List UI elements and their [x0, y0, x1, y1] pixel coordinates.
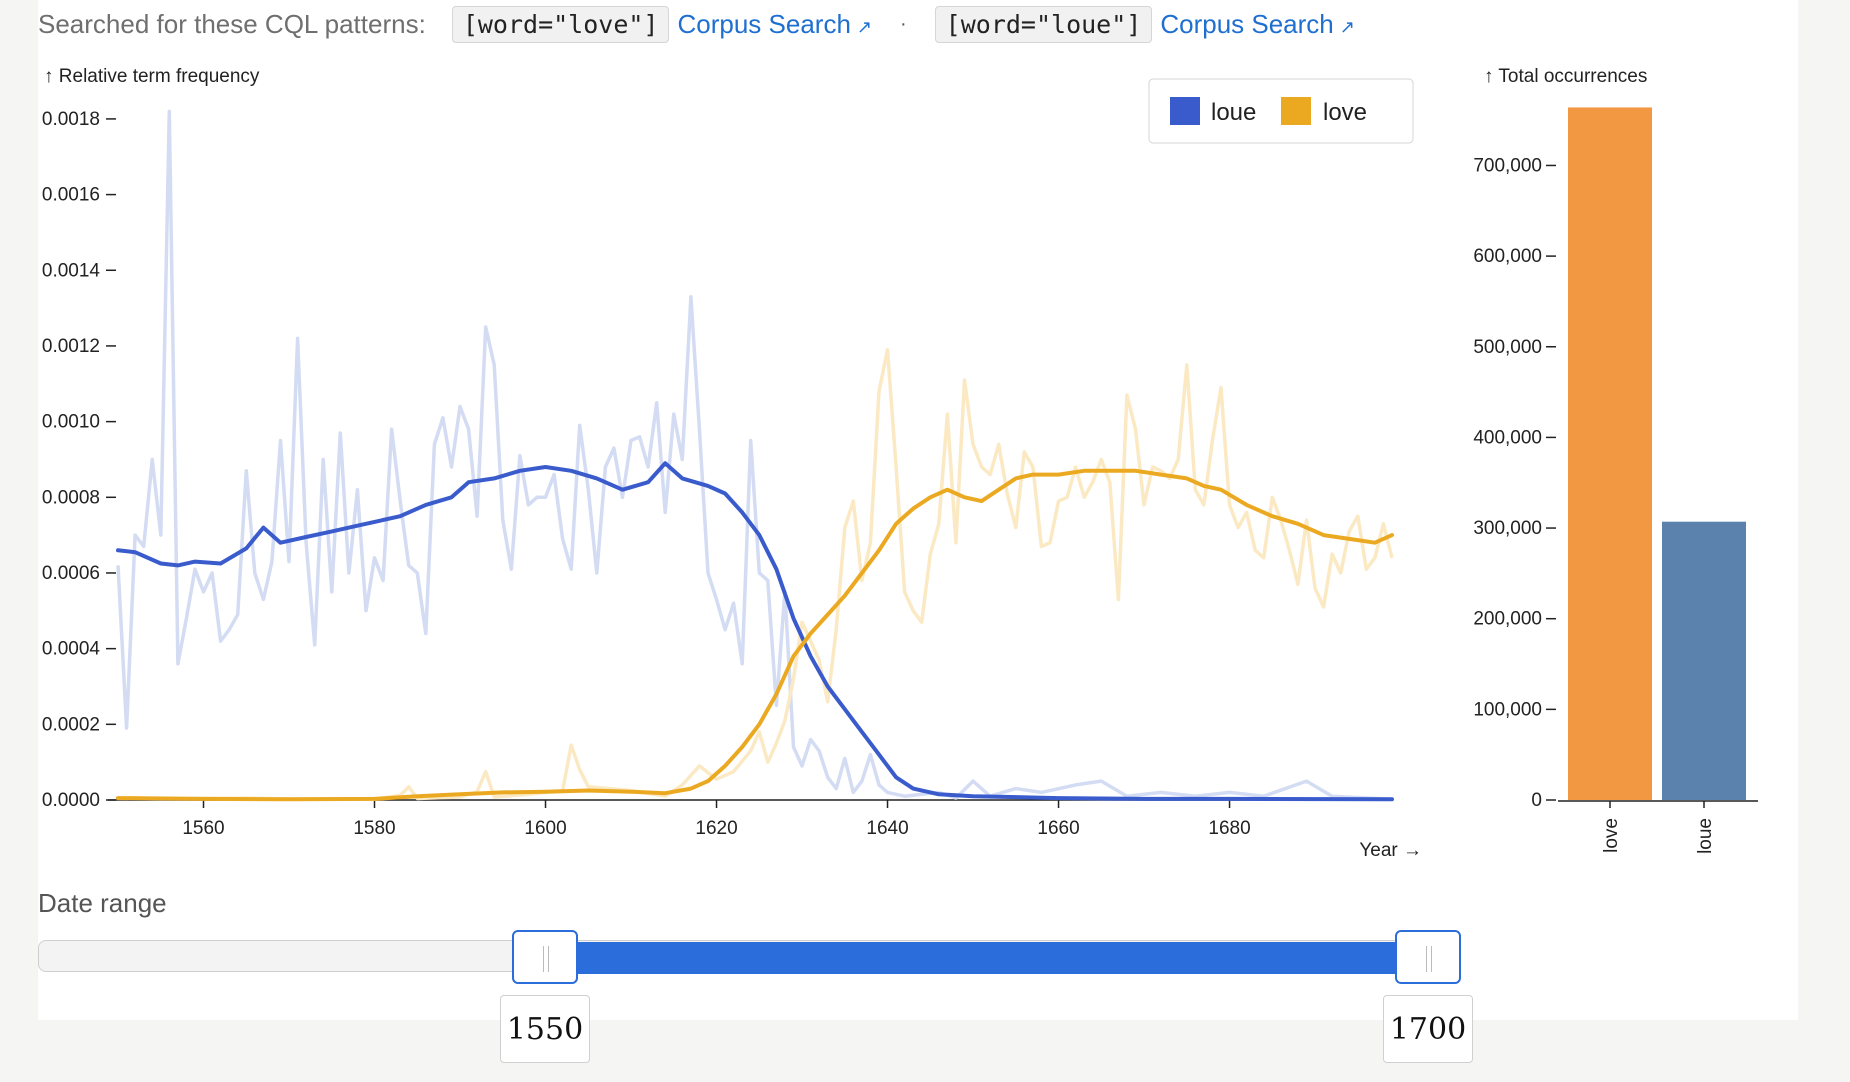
legend-swatch-love [1281, 97, 1311, 125]
frequency-line-chart: ↑ Relative term frequency Year → 0.00000… [42, 66, 1422, 861]
raw-line-love [117, 347, 1394, 801]
date-range-slider-selection [545, 942, 1428, 974]
y-tick-label: 0.0014 [42, 260, 101, 281]
date-range-end-handle[interactable] [1395, 930, 1461, 984]
corpus-search-link-love[interactable]: Corpus Search ↗ [677, 9, 872, 40]
bar-category-label: love [1601, 818, 1622, 853]
bar-category-label: loue [1695, 818, 1716, 854]
charts-svg: ↑ Relative term frequency Year → 0.00000… [42, 66, 1758, 861]
bar-love [1568, 107, 1652, 800]
y-tick-label: 0.0000 [42, 790, 100, 811]
bar-y-tick-label: 300,000 [1473, 518, 1542, 539]
x-tick-label: 1680 [1208, 818, 1250, 839]
cql-pattern-loue: [word="loue"] [934, 5, 1153, 43]
x-tick-label: 1660 [1037, 818, 1079, 839]
date-range-end-value[interactable]: 1700 [1383, 995, 1473, 1063]
y-tick-label: 0.0006 [42, 563, 100, 584]
total-occurrences-bar-chart: ↑ Total occurrences 0 100,000 200,000 300,0… [1473, 66, 1758, 854]
date-range-start-value[interactable]: 1550 [500, 995, 590, 1063]
external-link-icon: ↗ [1339, 16, 1355, 37]
legend-swatch-loue [1170, 97, 1200, 125]
bars [1568, 107, 1746, 800]
external-link-icon: ↗ [856, 16, 872, 37]
y-tick-label: 0.0008 [42, 487, 100, 508]
y-tick-label: 0.0018 [42, 109, 100, 130]
y-tick-label: 0.0010 [42, 412, 100, 433]
x-tick-label: 1560 [182, 818, 224, 839]
bar-loue [1662, 521, 1746, 800]
bar-y-axis-label: ↑ Total occurrences [1484, 66, 1647, 87]
corpus-search-link-loue-label: Corpus Search [1160, 8, 1334, 39]
corpus-search-link-loue[interactable]: Corpus Search ↗ [1160, 9, 1355, 40]
x-axis-ticks: 1560 1580 1600 1620 1640 1660 1680 [182, 800, 1251, 839]
y-axis-label: ↑ Relative term frequency [44, 66, 260, 87]
legend-label-loue: loue [1211, 99, 1256, 126]
date-range-start-handle[interactable] [512, 930, 578, 984]
x-tick-label: 1600 [524, 818, 566, 839]
x-tick-label: 1620 [695, 818, 737, 839]
bar-y-axis-ticks: 0 100,000 200,000 300,000 400,000 500,000 600,… [1473, 155, 1556, 811]
cql-pattern-love: [word="love"] [451, 5, 670, 43]
legend: loue love [1148, 78, 1414, 144]
query-summary: Searched for these CQL patterns: [word="… [38, 4, 1355, 44]
series-lines [116, 109, 1394, 802]
query-label: Searched for these CQL patterns: [38, 8, 426, 39]
results-panel [38, 0, 1798, 1020]
bar-y-tick-label: 500,000 [1473, 337, 1542, 358]
y-tick-label: 0.0004 [42, 639, 101, 660]
y-tick-label: 0.0016 [42, 185, 100, 206]
bar-y-tick-label: 200,000 [1473, 609, 1542, 630]
bar-y-tick-label: 700,000 [1473, 155, 1542, 176]
smoothed-line-love [116, 468, 1394, 802]
legend-label-love: love [1323, 99, 1367, 126]
corpus-search-link-love-label: Corpus Search [677, 8, 851, 39]
bar-category-labels: love loue [1601, 801, 1716, 854]
smoothed-line-loue [116, 461, 1394, 802]
y-axis-ticks: 0.0000 0.0002 0.0004 0.0006 0.0008 0.0010 0.00… [42, 109, 116, 811]
bar-y-tick-label: 100,000 [1473, 699, 1542, 720]
raw-line-loue [116, 109, 1393, 801]
bar-y-tick-label: 600,000 [1473, 246, 1542, 267]
y-tick-label: 0.0002 [42, 714, 100, 735]
x-tick-label: 1640 [866, 818, 908, 839]
separator-dot: · [900, 12, 907, 35]
date-range-label: Date range [38, 888, 167, 918]
x-tick-label: 1580 [353, 818, 395, 839]
y-tick-label: 0.0012 [42, 336, 100, 357]
bar-y-tick-label: 400,000 [1473, 427, 1542, 448]
x-axis-label: Year → [1359, 840, 1422, 861]
bar-y-tick-label: 0 [1531, 790, 1542, 811]
